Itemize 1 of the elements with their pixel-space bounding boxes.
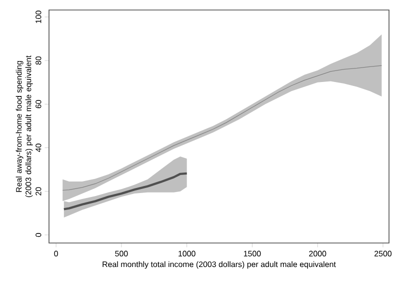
line-series <box>62 172 188 210</box>
